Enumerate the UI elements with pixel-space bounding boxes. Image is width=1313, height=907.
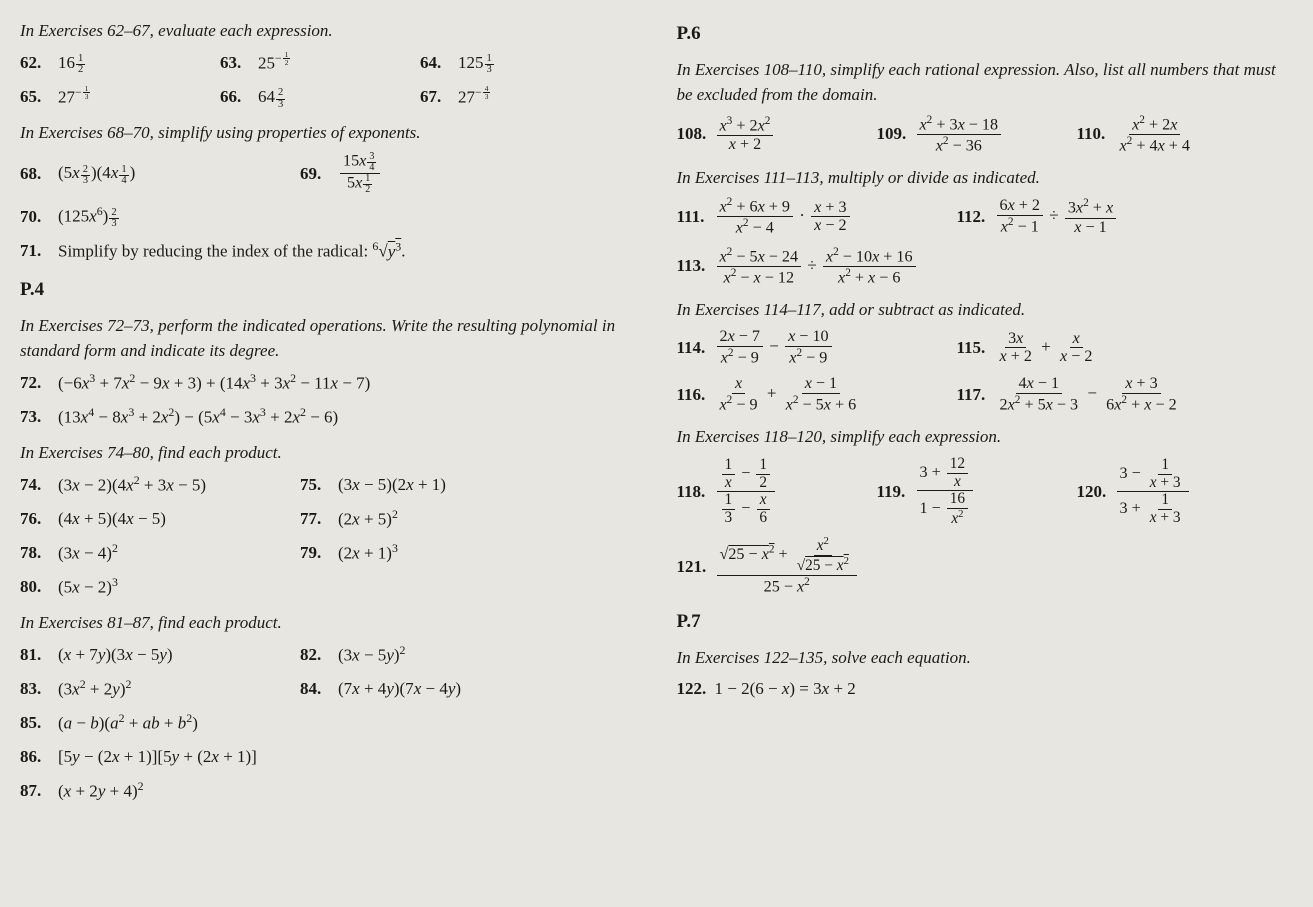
exercise-74: 74.(3x − 2)(4x2 + 3x − 5) — [20, 470, 280, 500]
section-p7: P.7 — [677, 608, 1294, 637]
exercise-69: 69.15x345x12 — [300, 150, 480, 197]
exercise-73: 73.(13x4 − 8x3 + 2x2) − (5x4 − 3x3 + 2x2… — [20, 402, 637, 432]
exercise-87: 87.(x + 2y + 4)2 — [20, 776, 637, 806]
exercise-121: 121.√25 − x2 + x2√25 − x225 − x2 — [677, 534, 1294, 598]
exercise-75: 75.(3x − 5)(2x + 1) — [300, 470, 480, 500]
exercise-65: 65.27−13 — [20, 82, 200, 112]
exercise-78: 78.(3x − 4)2 — [20, 538, 280, 568]
instructions-122-135: In Exercises 122–135, solve each equatio… — [677, 645, 1294, 671]
exercise-67: 67.27−43 — [420, 82, 600, 112]
instructions-114-117: In Exercises 114–117, add or subtract as… — [677, 297, 1294, 323]
exercise-119: 119.3 + 12x1 − 16x2 — [877, 454, 1057, 531]
left-column: In Exercises 62–67, evaluate each expres… — [20, 10, 637, 812]
instructions-74-80: In Exercises 74–80, find each product. — [20, 440, 637, 466]
exercise-116: 116.xx2 − 9 + x − 1x2 − 5x + 6 — [677, 373, 937, 416]
instructions-108-110: In Exercises 108–110, simplify each rati… — [677, 57, 1294, 108]
exercise-82: 82.(3x − 5y)2 — [300, 640, 480, 670]
instructions-111-113: In Exercises 111–113, multiply or divide… — [677, 165, 1294, 191]
exercise-80: 80.(5x − 2)3 — [20, 572, 637, 602]
exercise-112: 112.6x + 2x2 − 1 ÷ 3x2 + xx − 1 — [957, 194, 1217, 239]
section-p6: P.6 — [677, 20, 1294, 49]
instructions-81-87: In Exercises 81–87, find each product. — [20, 610, 637, 636]
instructions-68-70: In Exercises 68–70, simplify using prope… — [20, 120, 637, 146]
exercise-66: 66.6423 — [220, 82, 400, 112]
exercise-76: 76.(4x + 5)(4x − 5) — [20, 504, 280, 534]
exercise-72: 72.(−6x3 + 7x2 − 9x + 3) + (14x3 + 3x2 −… — [20, 368, 637, 398]
section-p4: P.4 — [20, 276, 637, 305]
exercise-120: 120.3 − 1x + 33 + 1x + 3 — [1077, 454, 1257, 531]
exercise-83: 83.(3x2 + 2y)2 — [20, 674, 280, 704]
exercise-68: 68.(5x23)(4x14) — [20, 150, 280, 197]
exercise-81: 81.(x + 7y)(3x − 5y) — [20, 640, 280, 670]
right-column: P.6 In Exercises 108–110, simplify each … — [677, 10, 1294, 812]
exercise-63: 63.25−12 — [220, 48, 400, 78]
exercise-118: 118.1x − 1213 − x6 — [677, 454, 857, 531]
exercise-77: 77.(2x + 5)2 — [300, 504, 480, 534]
exercise-62: 62.1612 — [20, 48, 200, 78]
exercise-84: 84.(7x + 4y)(7x − 4y) — [300, 674, 480, 704]
exercise-111: 111.x2 + 6x + 9x2 − 4 · x + 3x − 2 — [677, 194, 937, 239]
exercise-71: 71.Simplify by reducing the index of the… — [20, 236, 637, 266]
instructions-72-73: In Exercises 72–73, perform the indicate… — [20, 313, 637, 364]
exercise-122: 122.1 − 2(6 − x) = 3x + 2 — [677, 674, 1294, 704]
instructions-62-67: In Exercises 62–67, evaluate each expres… — [20, 18, 637, 44]
exercise-70: 70.(125x6)23 — [20, 201, 637, 232]
exercise-110: 110.x2 + 2xx2 + 4x + 4 — [1077, 112, 1257, 157]
exercise-85: 85.(a − b)(a2 + ab + b2) — [20, 708, 637, 738]
exercise-64: 64.12513 — [420, 48, 600, 78]
exercise-109: 109.x2 + 3x − 18x2 − 36 — [877, 112, 1057, 157]
exercise-115: 115.3xx + 2 + xx − 2 — [957, 326, 1217, 369]
instructions-118-120: In Exercises 118–120, simplify each expr… — [677, 424, 1294, 450]
exercise-108: 108.x3 + 2x2x + 2 — [677, 112, 857, 157]
exercise-113: 113.x2 − 5x − 24x2 − x − 12 ÷ x2 − 10x +… — [677, 244, 1294, 289]
exercise-117: 117.4x − 12x2 + 5x − 3 − x + 36x2 + x − … — [957, 373, 1217, 416]
exercise-114: 114.2x − 7x2 − 9 − x − 10x2 − 9 — [677, 326, 937, 369]
exercise-86: 86.[5y − (2x + 1)][5y + (2x + 1)] — [20, 742, 637, 772]
exercise-79: 79.(2x + 1)3 — [300, 538, 480, 568]
